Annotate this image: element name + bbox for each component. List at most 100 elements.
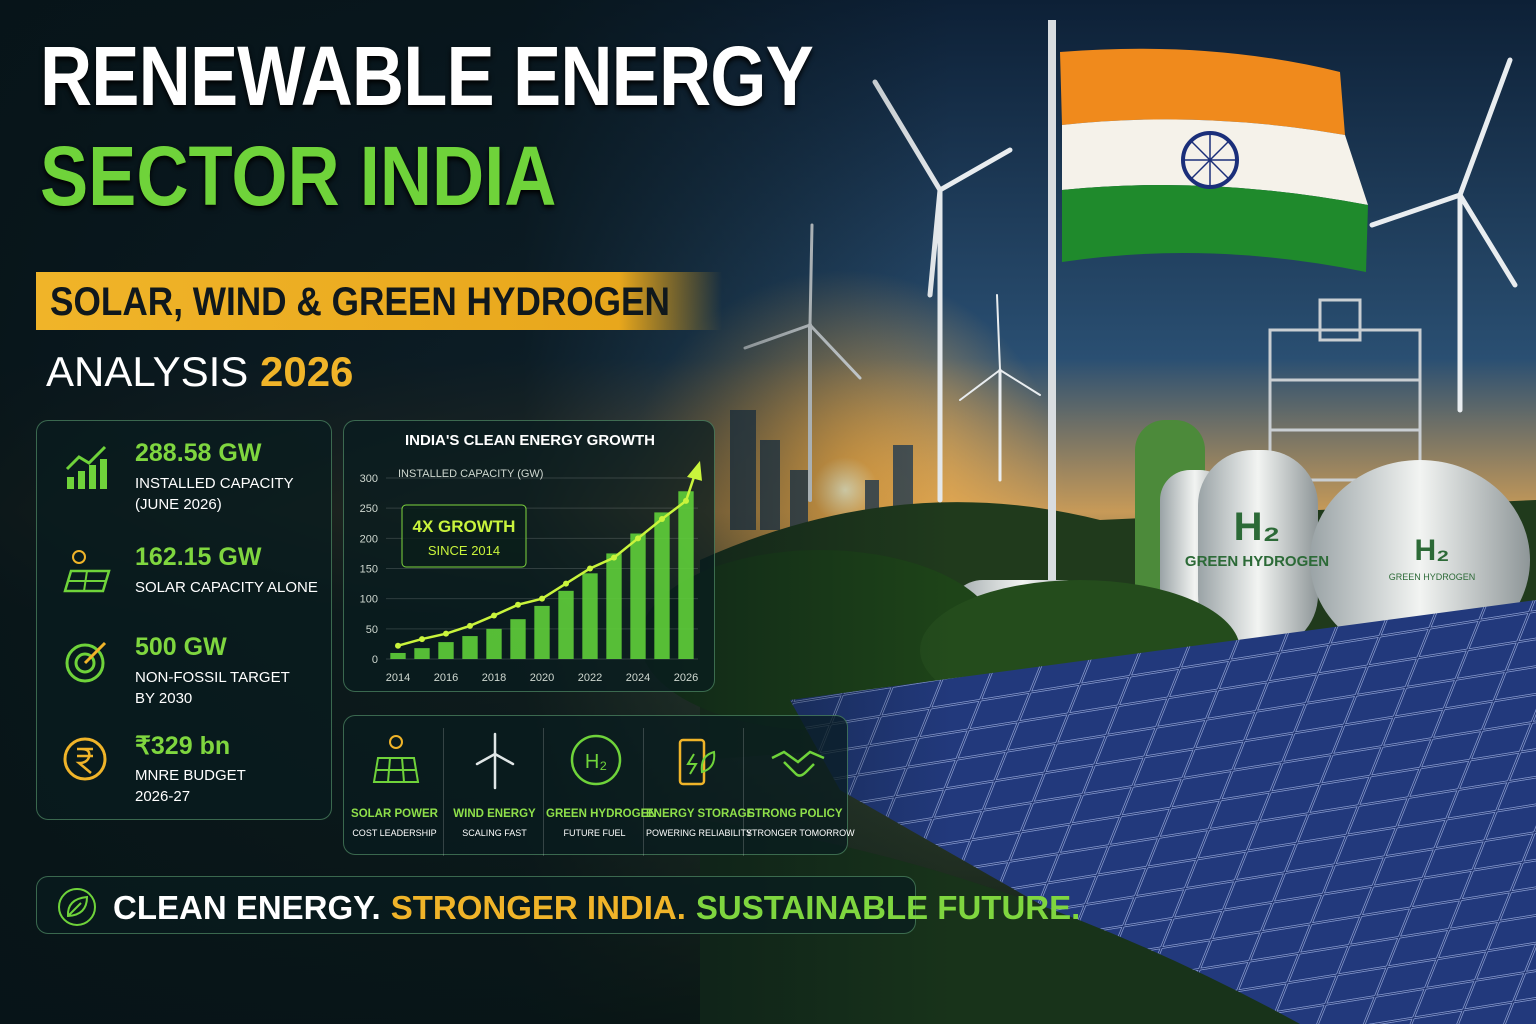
- stat-line: 2026-27: [135, 788, 191, 805]
- tank-label: GREEN HYDROGEN: [1389, 572, 1476, 582]
- stat-value: ₹329 bn: [135, 732, 231, 760]
- stat-line: BY 2030: [135, 690, 193, 707]
- analysis-label: ANALYSIS: [46, 348, 249, 395]
- subtitle: SOLAR, WIND & GREEN HYDROGEN: [50, 280, 670, 324]
- bar: [678, 491, 694, 659]
- stat-label: NON-FOSSIL TARGET BY 2030: [135, 667, 290, 709]
- y-tick-label: 200: [360, 533, 378, 545]
- pillar: STRONG POLICY STRONGER TOMORROW: [746, 728, 855, 856]
- icon: [678, 738, 716, 786]
- icon: [63, 550, 111, 593]
- stat-value: 288.58 GW: [135, 439, 262, 467]
- bar: [462, 636, 478, 659]
- trend-arrow: [684, 476, 696, 502]
- tank-label: GREEN HYDROGEN: [1185, 553, 1329, 570]
- stat-line: (JUNE 2026): [135, 496, 222, 513]
- tagline-part: STRONGER INDIA.: [390, 889, 686, 926]
- tank-symbol: H₂: [1234, 505, 1281, 549]
- icon: [771, 750, 825, 777]
- pillar-title: STRONG POLICY: [747, 808, 843, 820]
- pillar: WIND ENERGY SCALING FAST: [446, 728, 544, 856]
- trend-point: [395, 642, 401, 649]
- stat-value: 500 GW: [135, 633, 227, 661]
- stats-panel: 288.58 GW INSTALLED CAPACITY (JUNE 2026) …: [36, 420, 332, 820]
- y-tick-label: 0: [372, 654, 378, 666]
- pillar-subtitle: SCALING FAST: [462, 828, 527, 838]
- annotation-box: [401, 504, 527, 568]
- icon-text: H₂: [585, 751, 607, 773]
- x-tick-label: 2016: [434, 672, 458, 684]
- pillar-subtitle: POWERING RELIABILITY: [646, 828, 753, 838]
- y-tick-label: 300: [360, 473, 378, 485]
- icon: [65, 445, 107, 489]
- pillar-subtitle: STRONGER TOMORROW: [746, 828, 855, 838]
- y-tick-label: 100: [360, 594, 378, 606]
- y-tick-label: 250: [360, 503, 378, 515]
- trend-arrowhead: [687, 460, 702, 481]
- leaf-icon: [58, 888, 96, 926]
- pillar-title: SOLAR POWER: [351, 808, 438, 820]
- bar: [582, 573, 598, 659]
- trend-point: [611, 554, 617, 561]
- bar: [414, 648, 430, 659]
- icon: [372, 735, 420, 783]
- tagline-part: SUSTAINABLE FUTURE.: [695, 889, 1081, 926]
- stat-line: SOLAR CAPACITY ALONE: [135, 579, 318, 596]
- pillar: ENERGY STORAGE POWERING RELIABILITY: [646, 728, 755, 856]
- bar: [438, 642, 454, 659]
- stat-label: INSTALLED CAPACITY (JUNE 2026): [135, 473, 294, 515]
- pillar: H₂ GREEN HYDROGEN FUTURE FUEL: [546, 728, 657, 856]
- bar: [630, 533, 646, 659]
- bar: [486, 628, 502, 659]
- bar: [654, 512, 670, 659]
- y-tick-label: 50: [366, 624, 378, 636]
- x-tick-label: 2014: [386, 672, 410, 684]
- pillar-subtitle: FUTURE FUEL: [563, 828, 626, 838]
- stat-line: NON-FOSSIL TARGET: [135, 669, 290, 686]
- bar: [510, 619, 526, 659]
- year: 2026: [259, 348, 354, 395]
- tank-symbol: H₂: [1415, 534, 1450, 567]
- trend-point: [635, 535, 641, 542]
- icon: [475, 732, 515, 790]
- trend-point: [659, 516, 665, 523]
- stat-line: INSTALLED CAPACITY: [135, 475, 294, 492]
- bar: [606, 553, 622, 659]
- annotation: 4X GROWTH: [413, 517, 516, 536]
- pillar-title: GREEN HYDROGEN: [546, 808, 657, 820]
- stat-label: MNRE BUDGET 2026-27: [135, 765, 246, 807]
- x-tick-label: 2020: [530, 672, 554, 684]
- pillar-title: ENERGY STORAGE: [646, 808, 755, 820]
- trend-point: [419, 636, 425, 643]
- icon: [63, 737, 107, 781]
- bar: [390, 652, 406, 659]
- tagline-part: CLEAN ENERGY.: [113, 889, 381, 926]
- title: RENEWABLE ENERGY: [40, 29, 814, 123]
- chart-title: INDIA'S CLEAN ENERGY GROWTH: [405, 432, 655, 449]
- trend-point: [539, 595, 545, 602]
- pillar: SOLAR POWER COST LEADERSHIP: [346, 728, 444, 856]
- title: SECTOR INDIA: [40, 129, 557, 223]
- x-tick-label: 2022: [578, 672, 602, 684]
- stat-label: SOLAR CAPACITY ALONE: [135, 577, 318, 598]
- y-axis-label: INSTALLED CAPACITY (GW): [398, 468, 543, 480]
- bar: [534, 605, 550, 659]
- pillar-title: WIND ENERGY: [453, 808, 536, 820]
- stat-line: MNRE BUDGET: [135, 767, 246, 784]
- stat-value: 162.15 GW: [135, 543, 262, 571]
- pillars-panel: SOLAR POWER COST LEADERSHIP WIND ENERGY …: [343, 715, 855, 856]
- subtitle-banner: SOLAR, WIND & GREEN HYDROGEN: [36, 272, 722, 330]
- tagline-bar: CLEAN ENERGY. STRONGER INDIA. SUSTAINABLE …: [36, 876, 1080, 934]
- analysis-heading: ANALYSIS 2026: [46, 348, 353, 396]
- bar: [558, 590, 574, 659]
- icon: H₂: [570, 734, 622, 786]
- y-tick-label: 150: [360, 564, 378, 576]
- x-tick-label: 2024: [626, 672, 650, 684]
- trend-point: [563, 580, 569, 587]
- x-tick-label: 2018: [482, 672, 506, 684]
- annotation: SINCE 2014: [428, 543, 500, 558]
- icon: [65, 641, 107, 683]
- x-tick-label: 2026: [674, 672, 698, 684]
- trend-point: [515, 601, 521, 608]
